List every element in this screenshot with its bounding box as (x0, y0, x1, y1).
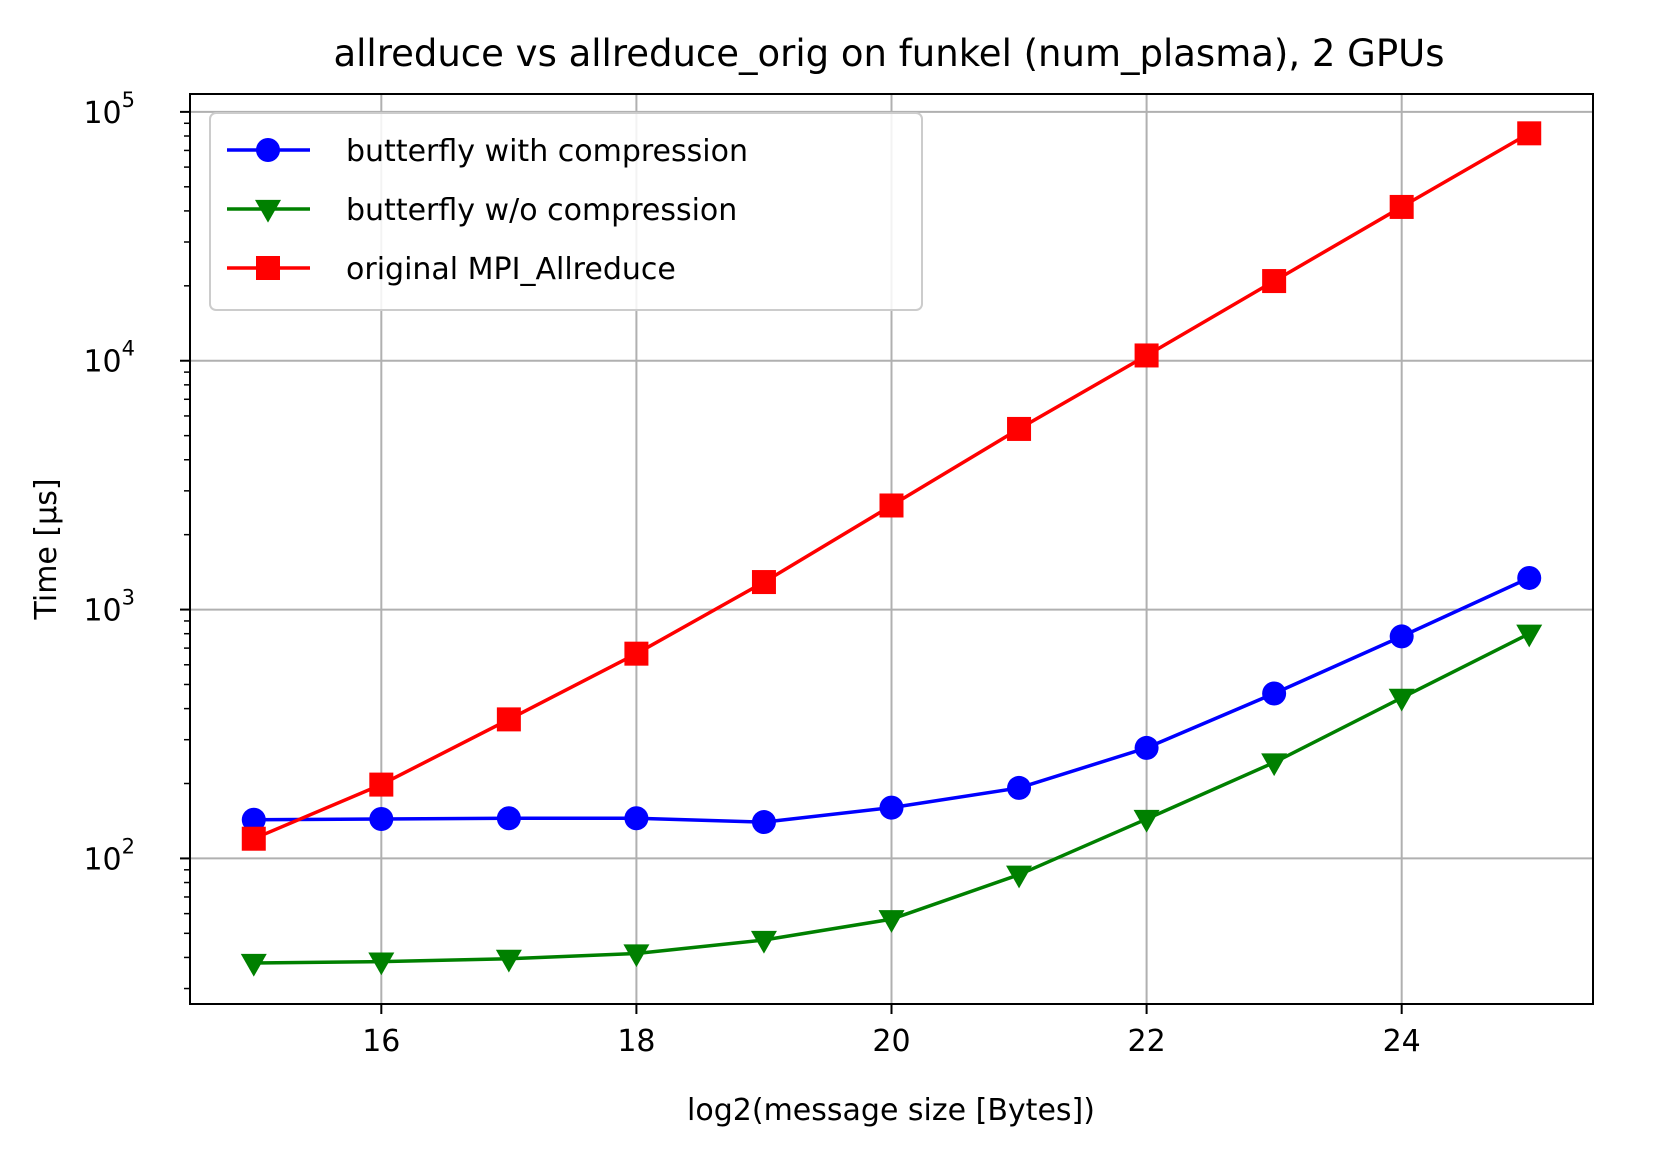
y-tick-label: 105 (83, 88, 135, 131)
data-point (1006, 865, 1033, 889)
data-point (241, 807, 266, 832)
series-layer (240, 121, 1543, 977)
data-point (369, 807, 394, 832)
data-point (750, 930, 777, 954)
y-tick-label: 104 (83, 337, 135, 380)
legend-marker (256, 138, 280, 162)
y-tick-label: 103 (83, 586, 135, 629)
data-point (1262, 681, 1287, 706)
y-axis-label: Time [µs] (29, 478, 64, 620)
data-point (1389, 624, 1414, 649)
data-point (1516, 624, 1543, 648)
legend-item: butterfly w/o compression (227, 193, 737, 228)
data-point (1007, 775, 1032, 800)
series-triangle-down (240, 624, 1543, 977)
data-point (1517, 121, 1542, 146)
y-tick-label: 102 (83, 834, 135, 877)
data-point (1007, 416, 1032, 441)
data-point (623, 944, 650, 968)
data-point (496, 806, 521, 831)
series-circle (241, 565, 1542, 835)
x-tick-label: 24 (1383, 1024, 1421, 1059)
data-point (1134, 343, 1159, 368)
legend-marker (255, 199, 281, 223)
x-axis-label: log2(message size [Bytes]) (687, 1093, 1095, 1128)
legend-item: butterfly with compression (227, 134, 748, 169)
data-point (1133, 809, 1160, 833)
data-point (1261, 753, 1288, 777)
data-point (879, 795, 904, 820)
data-point (879, 493, 904, 518)
data-point (496, 707, 521, 732)
legend: butterfly with compression butterfly w/o … (209, 112, 923, 311)
data-point (624, 806, 649, 831)
legend-box (209, 112, 923, 311)
data-point (1389, 194, 1414, 219)
data-point (495, 949, 522, 973)
legend-item: original MPI_Allreduce (227, 252, 676, 287)
data-point (1134, 735, 1159, 760)
axis-ticks: 16 18 20 22 24 102 103 104 105 (83, 88, 1420, 1059)
legend-label: butterfly with compression (346, 134, 748, 169)
chart-title: allreduce vs allreduce_orig on funkel (n… (333, 32, 1444, 75)
data-point (751, 810, 776, 835)
data-point (369, 772, 394, 797)
data-point (1517, 565, 1542, 590)
x-tick-label: 16 (362, 1024, 400, 1059)
data-point (624, 641, 649, 666)
data-point (878, 910, 905, 933)
legend-marker (256, 256, 280, 280)
legend-label: butterfly w/o compression (346, 193, 737, 228)
x-tick-label: 18 (617, 1024, 655, 1059)
x-tick-label: 22 (1127, 1024, 1165, 1059)
data-point (368, 952, 395, 976)
legend-label: original MPI_Allreduce (346, 252, 676, 287)
series-square (241, 121, 1542, 851)
data-point (1262, 269, 1287, 294)
data-point (240, 953, 267, 977)
data-point (241, 826, 266, 851)
x-tick-label: 20 (872, 1024, 910, 1059)
data-point (1388, 688, 1415, 712)
data-point (751, 570, 776, 595)
